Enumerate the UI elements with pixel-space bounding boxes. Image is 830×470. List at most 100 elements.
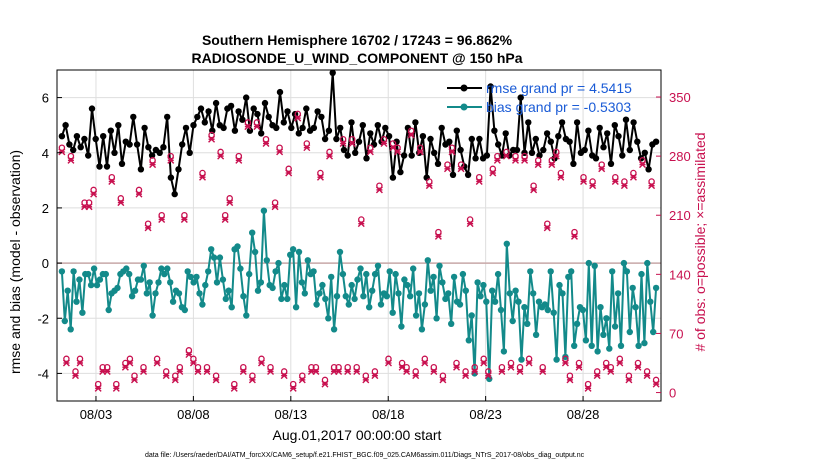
obs-assimilated-point <box>421 359 429 367</box>
rmse-point <box>160 144 167 151</box>
rmse-point <box>258 130 265 137</box>
rmse-point <box>566 138 573 145</box>
rmse-point <box>141 124 148 132</box>
rmse-point <box>303 105 310 112</box>
y-axis-right-label: # of obs: o=possible; ×=assimilated <box>692 132 708 351</box>
obs-assimilated-point <box>475 177 483 185</box>
rmse-point <box>325 127 333 134</box>
bias-point <box>58 268 66 275</box>
bias-point <box>535 298 543 305</box>
rmse-point <box>261 99 269 107</box>
bias-point <box>606 345 613 352</box>
obs-possible-point <box>58 144 66 151</box>
obs-assimilated-point <box>484 372 492 380</box>
bias-point <box>439 279 446 286</box>
bias-point <box>562 353 569 361</box>
obs-possible-point <box>321 376 329 384</box>
obs-possible-point <box>593 368 601 375</box>
bias-point <box>289 246 297 253</box>
chart-title-line2: RADIOSONDE_U_WIND_COMPONENT @ 150 hPa <box>191 50 522 66</box>
bias-point <box>468 312 475 319</box>
obs-possible-point <box>575 359 583 367</box>
obs-assimilated-point <box>489 169 497 177</box>
bias-point <box>597 304 604 311</box>
bias-point <box>421 301 429 308</box>
rmse-point <box>483 152 491 159</box>
bias-point <box>506 290 513 297</box>
rmse-point <box>596 124 603 132</box>
bias-point <box>652 284 660 292</box>
bias-point <box>175 290 183 297</box>
obs-assimilated-point <box>570 232 578 240</box>
obs-possible-point <box>208 131 215 139</box>
obs-assimilated-point <box>380 139 388 147</box>
bias-point <box>398 323 405 330</box>
obs-possible-point <box>231 380 238 388</box>
obs-assimilated-point <box>375 186 383 194</box>
bias-point <box>386 268 393 275</box>
rmse-point <box>592 155 600 162</box>
bias-point <box>193 273 200 281</box>
obs-possible-point <box>512 152 519 160</box>
bias-point <box>325 315 332 322</box>
obs-assimilated-point <box>425 182 433 190</box>
bias-point <box>87 281 95 289</box>
obs-possible-point <box>126 355 134 363</box>
bias-point <box>348 281 355 289</box>
rmse-point <box>115 122 122 129</box>
bias-point <box>322 295 329 303</box>
obs-assimilated-point <box>289 384 297 392</box>
rmse-point <box>321 135 329 143</box>
rmse-point <box>408 152 415 159</box>
rmse-point <box>73 133 81 140</box>
obs-possible-point <box>602 359 610 367</box>
bias-point <box>131 287 139 294</box>
rmse-point <box>231 127 239 134</box>
bias-point <box>629 284 636 292</box>
rmse-point <box>419 133 427 140</box>
obs-possible-point <box>176 363 184 371</box>
obs-possible-point <box>358 216 365 223</box>
obs-possible-point <box>453 359 460 367</box>
bias-point <box>216 254 224 261</box>
bias-point <box>553 356 560 363</box>
obs-assimilated-point <box>253 123 261 131</box>
obs-possible-point <box>294 110 302 118</box>
obs-possible-point <box>72 368 79 375</box>
left-tick-label: 2 <box>42 201 49 216</box>
obs-possible-point <box>362 372 370 379</box>
rmse-point <box>491 127 498 134</box>
chart-title-line1: Southern Hemisphere 16702 / 17243 = 96.8… <box>202 32 513 48</box>
obs-possible-point <box>553 148 560 156</box>
obs-assimilated-point <box>158 215 166 223</box>
obs-possible-point <box>262 135 270 143</box>
obs-possible-point <box>448 144 456 151</box>
bias-point <box>404 281 411 289</box>
rmse-point <box>318 113 325 121</box>
rmse-point <box>570 160 577 167</box>
obs-assimilated-point <box>357 220 365 228</box>
obs-possible-point <box>335 363 342 371</box>
obs-assimilated-point <box>598 165 606 173</box>
rmse-point <box>382 124 389 132</box>
obs-possible-point <box>240 363 247 371</box>
bias-point <box>582 337 590 344</box>
rmse-point <box>385 133 393 140</box>
x-tick-label: 08/08 <box>177 407 210 422</box>
bias-point <box>96 276 104 283</box>
obs-assimilated-point <box>112 384 120 392</box>
rmse-point <box>615 133 622 140</box>
obs-assimilated-point <box>298 376 306 384</box>
obs-possible-point <box>221 211 229 219</box>
obs-possible-point <box>289 380 297 388</box>
bias-point <box>632 304 639 311</box>
bias-point <box>407 293 414 300</box>
obs-assimilated-point <box>239 367 247 375</box>
rmse-point <box>434 160 442 167</box>
bias-point <box>573 320 581 327</box>
obs-assimilated-point <box>525 359 533 367</box>
obs-assimilated-point <box>593 372 601 380</box>
obs-assimilated-point <box>312 367 320 375</box>
obs-possible-point <box>199 169 206 177</box>
rmse-point <box>348 119 355 126</box>
